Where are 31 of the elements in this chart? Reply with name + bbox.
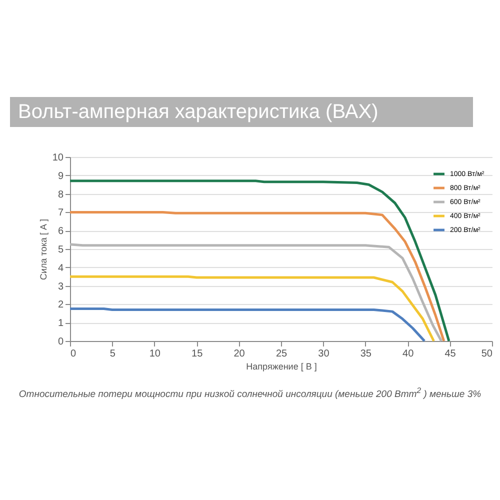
x-tick-label: 35 <box>360 348 372 360</box>
line-series <box>68 180 450 342</box>
x-tick-label: 10 <box>149 348 161 360</box>
x-tick-label: 15 <box>192 348 204 360</box>
text: Относительные потери мощности при низкой солнечной инсоляции (меньше 200 Втm$^{2}$ ) меньше 3% <box>18 386 482 400</box>
y-axis-title: Сила тока [ А ] <box>38 219 48 280</box>
x-tick-label: 20 <box>234 348 246 360</box>
y-tick-label: 2 <box>58 300 64 311</box>
y-tick-label: 9 <box>58 170 64 182</box>
y-tick-label: 3 <box>58 281 64 292</box>
x-tick-label: 25 <box>276 348 288 360</box>
y-tick-label: 4 <box>58 262 64 274</box>
line-series <box>68 210 446 342</box>
x-tick-label: 30 <box>318 348 330 360</box>
x-tick-label: 40 <box>402 348 414 360</box>
y-tick-label: 8 <box>58 189 64 200</box>
y-tick-label: 7 <box>58 208 64 219</box>
y-tick-label: 6 <box>58 226 64 238</box>
chart-title: Вольт-амперная характеристика (ВАХ) <box>10 97 473 127</box>
y-tick-label: 5 <box>58 244 64 256</box>
x-tick-label: 5 <box>110 348 116 360</box>
y-tick-label: 0 <box>58 336 64 348</box>
x-tick-label: 0 <box>70 348 76 360</box>
line-series <box>68 243 443 342</box>
line-series <box>68 275 436 342</box>
x-tick-label: 50 <box>481 348 493 360</box>
x-tick-label: 45 <box>444 348 456 360</box>
x-axis-title: Напряжение [ В ] <box>246 362 317 372</box>
y-tick-label: 1 <box>58 318 64 330</box>
line-series <box>68 308 426 342</box>
y-tick-label: 10 <box>52 152 64 164</box>
